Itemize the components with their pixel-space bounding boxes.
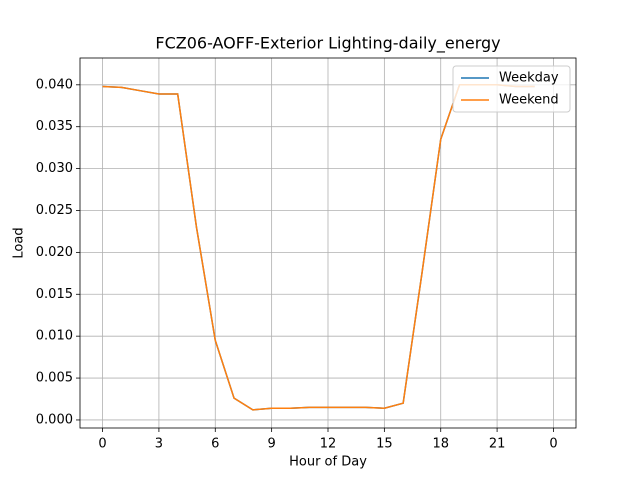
plot-frame — [79, 57, 577, 429]
y-tick-label: 0.010 — [36, 329, 73, 344]
x-tick-label: 0 — [549, 437, 557, 452]
y-axis-label: Load — [12, 227, 27, 258]
chart-title: FCZ06-AOFF-Exterior Lighting-daily_energ… — [155, 34, 500, 54]
y-tick-label: 0.030 — [36, 161, 73, 176]
x-tick-label: 3 — [155, 437, 163, 452]
y-tick-label: 0.000 — [36, 412, 73, 427]
x-axis-label: Hour of Day — [289, 455, 367, 470]
x-tick-label: 21 — [489, 437, 506, 452]
x-tick-label: 9 — [267, 437, 275, 452]
y-tick-label: 0.020 — [36, 245, 73, 260]
y-tick-label: 0.040 — [36, 77, 73, 92]
legend-label: Weekday — [499, 71, 559, 86]
x-tick-label: 18 — [432, 437, 449, 452]
x-tick-label: 6 — [211, 437, 219, 452]
x-tick-label: 12 — [320, 437, 337, 452]
y-tick-label: 0.035 — [36, 119, 73, 134]
y-tick-label: 0.005 — [36, 371, 73, 386]
y-tick-label: 0.025 — [36, 203, 73, 218]
legend-label: Weekend — [499, 93, 559, 108]
y-tick-label: 0.015 — [36, 287, 73, 302]
x-tick-label: 0 — [98, 437, 106, 452]
x-tick-label: 15 — [376, 437, 393, 452]
